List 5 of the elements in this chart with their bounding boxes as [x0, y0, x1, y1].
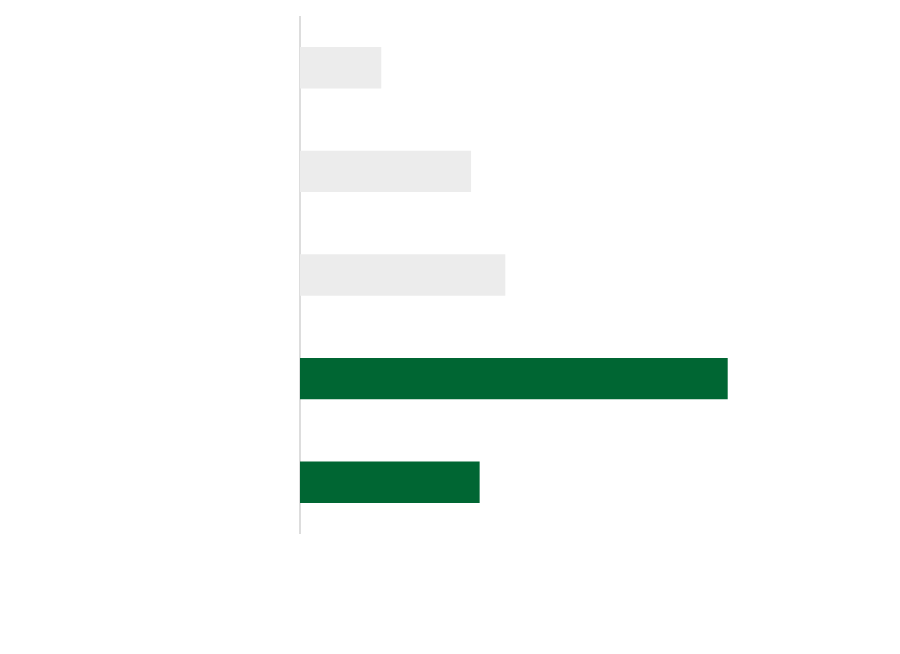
- bar: [300, 254, 506, 296]
- bar: [300, 47, 382, 89]
- bar: [300, 461, 480, 503]
- bar: [300, 150, 472, 193]
- bar: [300, 357, 728, 400]
